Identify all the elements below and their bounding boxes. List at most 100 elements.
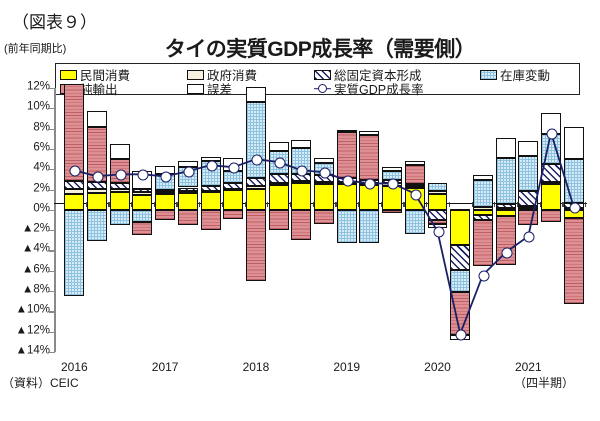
x-tick-mark [494,202,496,207]
bar-segment-net_exports [64,83,85,182]
line-marker [387,178,399,190]
x-tick-mark [199,202,201,207]
bar-segment-inventory_change [336,209,357,244]
y-tick-label: 2% [33,182,50,195]
chart-legend: 民間消費 政府消費 総固定資本形成 在庫変動 純輸出 誤差 実質GDP成長率 [55,63,580,98]
bar-group [64,83,85,352]
bar-segment-gross_fixed_capital_formation [450,245,471,270]
bar-segment-error [359,130,380,135]
bar-segment-gross_fixed_capital_formation [64,181,85,189]
line-marker [115,169,127,181]
legend-swatch-error-icon [187,83,204,94]
bar-segment-net_exports [563,217,584,305]
legend-swatch-real_gdp_growth-icon [314,84,331,94]
bar-segment-net_exports [268,209,289,231]
y-axis-unit-note: (前年同期比) [4,43,67,55]
legend-item-gross_fixed_capital_formation[interactable]: 総固定資本形成 [314,65,422,84]
legend-item-government_consumption[interactable]: 政府消費 [187,65,257,84]
y-tick-mark [49,230,55,232]
bar-segment-inventory_change [427,183,448,191]
bar-segment-error [314,158,334,164]
bar-segment-net_exports [87,126,108,183]
x-tick-mark [85,202,87,207]
bar-segment-inventory_change [87,209,108,242]
y-tick-label: ▲2% [21,222,50,235]
y-axis-line [54,88,56,352]
bar-segment-net_exports [314,209,334,225]
bar-segment-inventory_change [359,209,380,244]
line-marker [251,154,263,166]
x-tick-mark [131,202,133,207]
bar-segment-net_exports [245,209,266,281]
bar-segment-government_consumption [155,191,176,194]
bar-segment-gross_fixed_capital_formation [155,189,176,192]
legend-swatch-government_consumption-icon [187,69,204,80]
x-tick-mark [562,202,564,207]
bar-segment-net_exports [472,220,493,266]
bar-segment-private_consumption [291,183,312,210]
legend-item-real_gdp_growth[interactable]: 実質GDP成長率 [314,79,424,98]
y-tick-label: 12% [26,80,50,93]
bar-segment-error [109,143,130,160]
x-tick-mark [539,202,541,207]
x-tick-mark [244,202,246,207]
legend-item-inventory_change[interactable]: 在庫変動 [480,65,550,84]
bar-group [359,88,380,352]
legend-item-error[interactable]: 誤差 [187,79,232,98]
x-tick-mark [448,202,451,207]
y-tick-label: 10% [26,100,50,113]
y-tick-label: ▲4% [21,242,50,255]
bar-group [109,88,130,352]
bar-segment-net_exports [155,209,176,220]
bar-group [518,88,539,352]
gdp-growth-line [74,129,575,337]
line-marker [410,189,422,201]
bar-group [200,88,221,352]
bar-segment-gross_fixed_capital_formation [404,184,425,187]
x-tick-mark [221,202,224,207]
line-marker [319,167,331,179]
bar-segment-government_consumption [291,181,312,184]
bar-segment-inventory_change [109,209,130,226]
bar-segment-government_consumption [314,182,334,185]
line-marker [364,178,376,190]
x-tick-mark [289,202,292,207]
bar-segment-error [563,126,584,160]
bar-segment-net_exports [359,134,380,181]
legend-item-private_consumption[interactable]: 民間消費 [60,65,130,84]
bar-segment-net_exports [541,209,561,223]
bar-segment-private_consumption [268,185,289,210]
bar-segment-error [177,161,198,168]
bar-segment-private_consumption [314,184,334,210]
bar-segment-error [472,175,493,181]
bar-segment-inventory_change [472,180,493,207]
bar-segment-gross_fixed_capital_formation [132,188,153,192]
legend-swatch-private_consumption-icon [60,69,77,80]
bar-segment-government_consumption [64,188,85,194]
line-marker [546,128,558,140]
chart-plot-area: 12% 10% 8% 6% 4% 2% 0% ▲2% ▲4% ▲6% ▲8% ▲10% ▲12% ▲14%… [16,81,587,374]
bar-segment-net_exports [132,222,153,236]
line-marker [501,247,513,259]
x-tick-mark [335,202,337,207]
x-tick-mark [153,202,155,207]
line-marker [569,202,581,214]
y-tick-mark [49,270,55,272]
chart-title: タイの実質GDP成長率（需要側） [164,38,476,61]
bar-segment-error [291,139,312,148]
bar-segment-government_consumption [200,190,221,193]
bar-segment-gross_fixed_capital_formation [177,187,198,191]
line-marker [478,270,490,282]
line-marker [137,169,149,181]
bar-segment-error [404,161,425,166]
legend-label-private_consumption: 民間消費 [80,69,131,83]
line-marker [228,162,240,174]
bar-segment-government_consumption [87,188,108,193]
y-tick-mark [49,189,55,191]
bar-segment-net_exports [223,209,244,219]
line-marker [296,165,308,177]
bar-segment-net_exports [177,209,198,226]
y-tick-mark [49,250,55,252]
y-tick-mark [49,169,55,171]
bar-group [472,88,493,352]
